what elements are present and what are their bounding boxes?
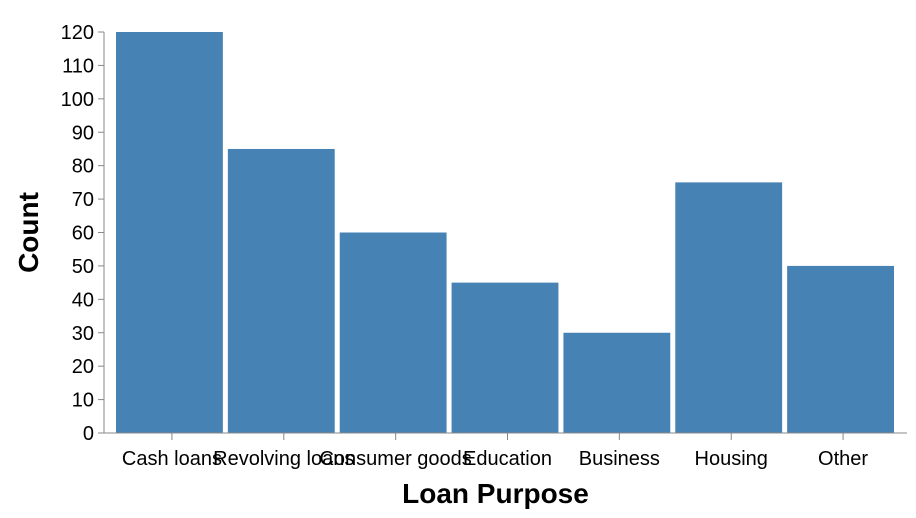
y-tick-label: 90 [72, 122, 94, 144]
y-tick-label: 80 [72, 156, 94, 178]
bars-group [116, 32, 894, 434]
y-tick-label: 50 [72, 256, 94, 278]
x-tick-label: Education [463, 448, 552, 470]
y-tick-label: 20 [72, 356, 94, 378]
x-tick-label: Revolving loans [213, 448, 354, 470]
y-tick-label: 120 [61, 22, 94, 44]
x-tick-label: Other [818, 448, 868, 470]
x-tick-label: Consumer goods [319, 448, 471, 470]
x-axis-title: Loan Purpose [402, 478, 589, 509]
y-tick-label: 110 [62, 55, 94, 77]
bar-education [451, 282, 559, 433]
bar-cash-loans [116, 32, 223, 433]
y-tick-label: 30 [72, 323, 94, 345]
bar-other [787, 265, 894, 433]
y-axis: 0 10 20 30 40 50 60 70 80 90 100 110 120 [61, 22, 105, 445]
x-tick-label: Business [579, 448, 660, 470]
bar-revolving-loans [227, 148, 335, 434]
y-tick-label: 0 [83, 423, 94, 445]
x-tick-label: Housing [695, 448, 768, 470]
bar-business [563, 332, 671, 433]
y-axis-title: Count [13, 192, 44, 273]
y-tick-label: 40 [72, 289, 94, 311]
bar-housing [675, 182, 783, 433]
y-tick-label: 100 [61, 89, 94, 111]
y-tick-label: 10 [72, 390, 94, 412]
bar-consumer-goods [339, 232, 447, 433]
x-tick-label: Cash loans [122, 448, 222, 470]
y-tick-label: 70 [72, 189, 94, 211]
y-tick-label: 60 [72, 223, 94, 245]
